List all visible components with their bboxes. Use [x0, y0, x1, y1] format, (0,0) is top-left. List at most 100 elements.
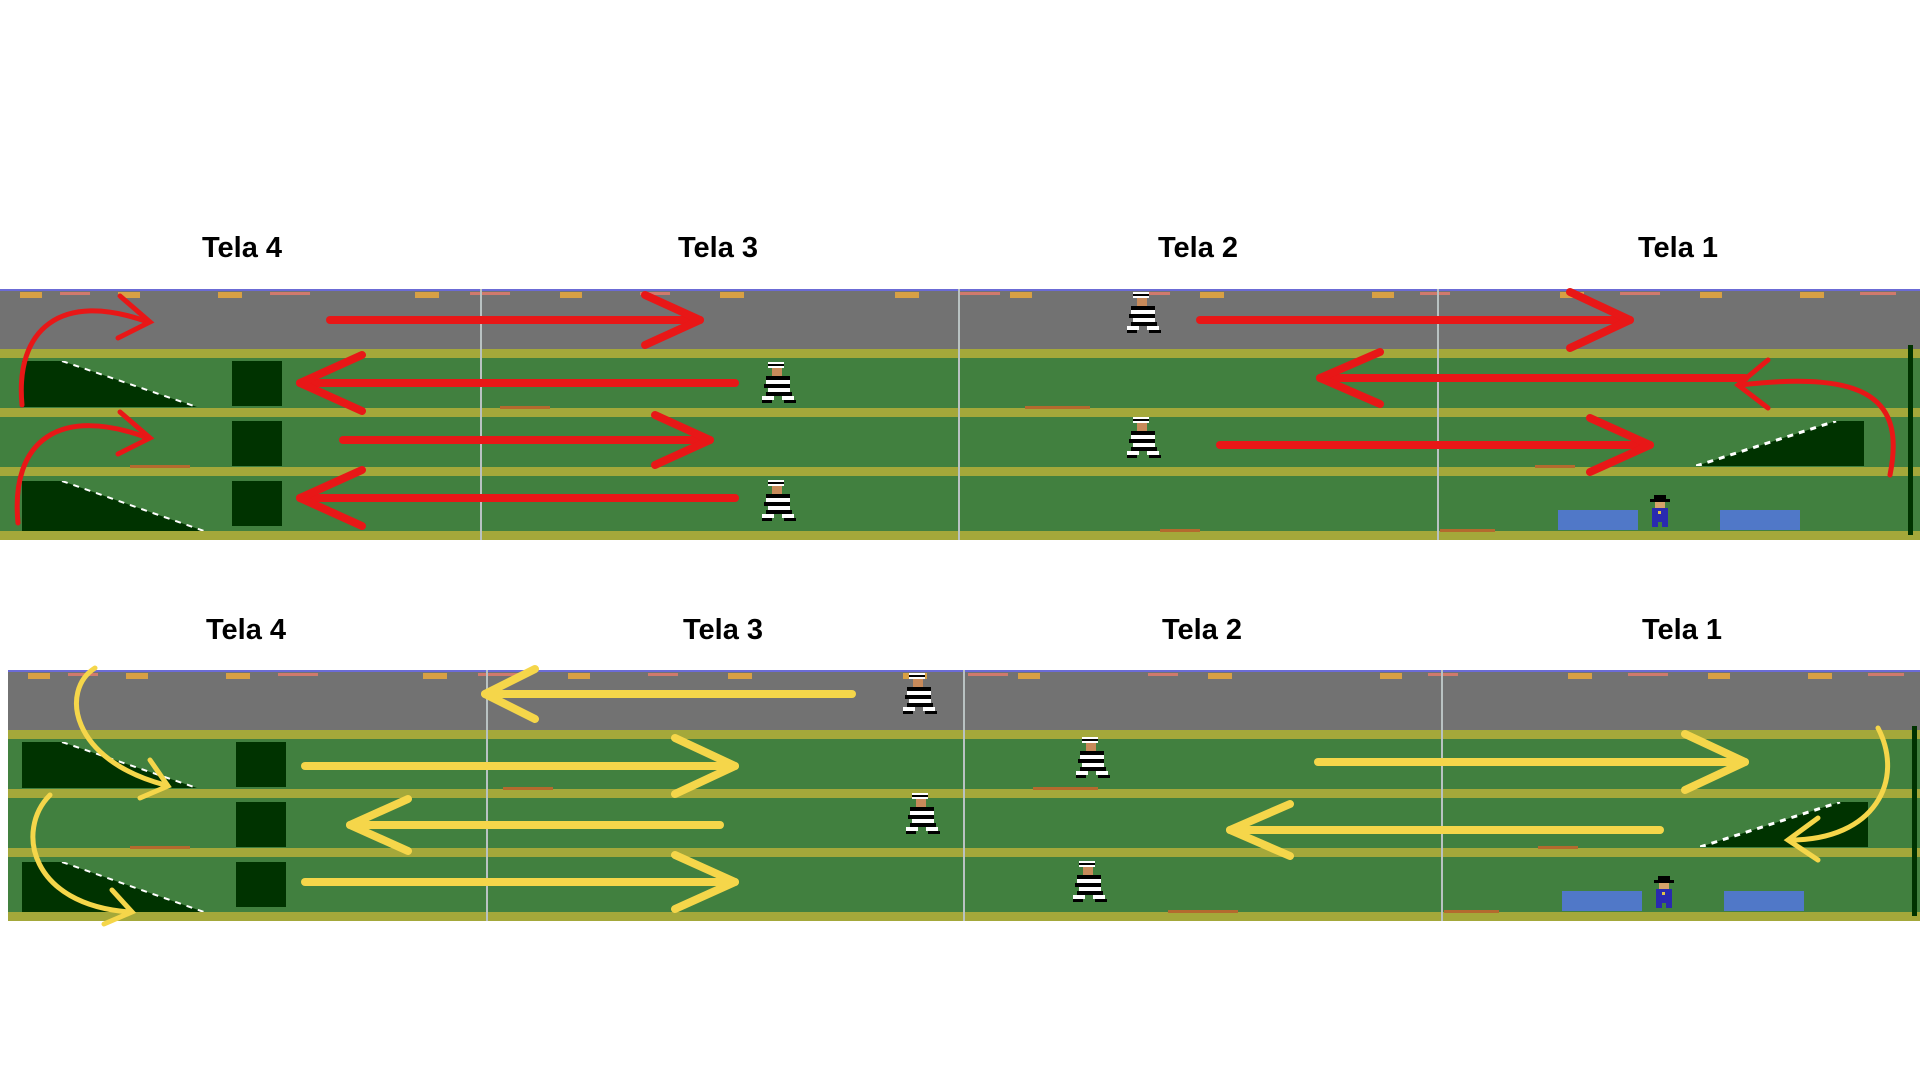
building-sign [960, 292, 1000, 295]
screen-divider [963, 670, 965, 921]
floor-mark [1440, 529, 1495, 532]
building-sign [28, 673, 50, 679]
building-sign [1860, 292, 1896, 295]
floor-rail [0, 467, 1920, 476]
robber-sprite [1127, 292, 1161, 333]
screen-label-1: Tela 1 [1637, 232, 1719, 264]
screen-label-3: Tela 3 [677, 232, 759, 264]
elevator-icon [232, 421, 282, 466]
robber-sprite [903, 673, 937, 714]
game-strip [8, 670, 1920, 921]
building-sign [1208, 673, 1232, 679]
building-sign [1808, 673, 1832, 679]
floor-mark [503, 787, 553, 790]
building-sign [720, 292, 744, 298]
building-sign [423, 673, 447, 679]
building-sign [126, 673, 148, 679]
building-sign [218, 292, 242, 298]
cop-sprite [1650, 495, 1670, 527]
cop-sprite [1654, 876, 1674, 908]
floor-mark [1025, 406, 1090, 409]
exit-pole [1908, 345, 1913, 535]
floor-mark [1168, 910, 1238, 913]
building-sign [1380, 673, 1402, 679]
building-sign [568, 673, 590, 679]
screen-divider [480, 289, 482, 540]
building-sign [20, 292, 42, 298]
building-sign [118, 292, 140, 298]
crate-icon [1562, 891, 1642, 911]
building-sign [1560, 292, 1584, 298]
screen-label-3: Tela 3 [682, 614, 764, 646]
street-lane [0, 289, 1920, 351]
building-sign [1428, 673, 1458, 676]
building-sign [1868, 673, 1904, 676]
building-sign [1140, 292, 1170, 295]
building-sign [278, 673, 318, 676]
building-sign [1018, 673, 1040, 679]
building-sign [968, 673, 1008, 676]
robber-sprite [906, 793, 940, 834]
crate-icon [1558, 510, 1638, 530]
building-sign [1200, 292, 1224, 298]
building-sign [1568, 673, 1592, 679]
floor-rail [0, 408, 1920, 417]
building-sign [60, 292, 90, 295]
building-sign [1010, 292, 1032, 298]
floor-mark [130, 846, 190, 849]
robber-sprite [1073, 861, 1107, 902]
building-sign [1620, 292, 1660, 295]
robber-sprite [1127, 417, 1161, 458]
screen-divider [1437, 289, 1439, 540]
building-sign [560, 292, 582, 298]
elevator-icon [236, 742, 286, 787]
elevator-icon [236, 802, 286, 847]
escalator-icon [22, 361, 197, 407]
floor-mark [130, 465, 190, 468]
building-sign [478, 673, 518, 676]
screen-label-4: Tela 4 [201, 232, 283, 264]
building-sign [1700, 292, 1722, 298]
escalator-icon [22, 742, 197, 788]
building-sign [470, 292, 510, 295]
building-sign [728, 673, 752, 679]
escalator-icon [1700, 802, 1868, 847]
building-sign [1372, 292, 1394, 298]
robber-sprite [762, 480, 796, 521]
building-sign [1148, 673, 1178, 676]
floor-rail [0, 531, 1920, 540]
floor-mark [1444, 910, 1499, 913]
floor-mark [1033, 787, 1098, 790]
building-sign [1708, 673, 1730, 679]
building-sign [1800, 292, 1824, 298]
screen-divider [958, 289, 960, 540]
robber-sprite [762, 362, 796, 403]
screen-divider [1441, 670, 1443, 921]
screen-labels: Tela 4 Tela 3 Tela 2 Tela 1 [0, 232, 1920, 272]
floor-mark [1160, 529, 1200, 532]
screen-label-1: Tela 1 [1641, 614, 1723, 646]
escalator-icon [22, 481, 204, 531]
building-sign [270, 292, 310, 295]
elevator-icon [232, 481, 282, 526]
sky-line [0, 289, 1920, 291]
floor-rail [0, 349, 1920, 358]
elevator-icon [236, 862, 286, 907]
screen-label-4: Tela 4 [205, 614, 287, 646]
robber-sprite [1076, 737, 1110, 778]
building-sign [640, 292, 670, 295]
building-sign [648, 673, 678, 676]
floor-mark [1535, 465, 1575, 468]
screen-labels: Tela 4 Tela 3 Tela 2 Tela 1 [0, 614, 1920, 654]
building-sign [1628, 673, 1668, 676]
elevator-icon [232, 361, 282, 406]
crate-icon [1720, 510, 1800, 530]
exit-pole [1912, 726, 1917, 916]
game-strip [0, 289, 1920, 540]
building-sign [1420, 292, 1450, 295]
floor-mark [500, 406, 550, 409]
floor-mark [1538, 846, 1578, 849]
building-sign [415, 292, 439, 298]
escalator-icon [1696, 421, 1864, 466]
building-sign [895, 292, 919, 298]
